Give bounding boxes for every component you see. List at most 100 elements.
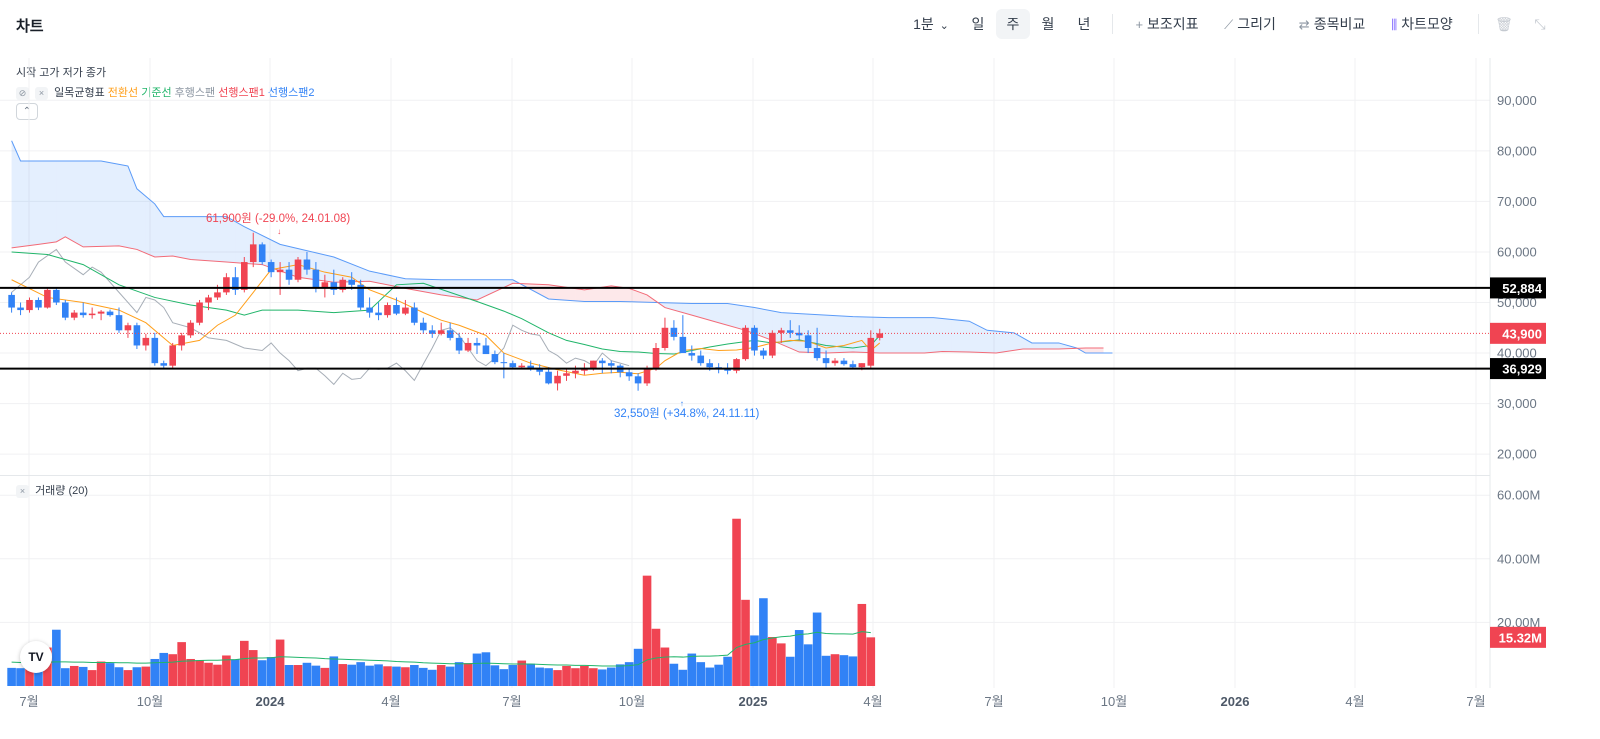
volume-bar [16, 668, 25, 686]
volume-tick-label: 60.00M [1497, 488, 1540, 503]
time-tick-label: 7월 [19, 694, 38, 709]
candle-body [249, 244, 257, 263]
cloud-segment [897, 317, 907, 354]
cloud-segment [602, 285, 612, 302]
period-tab-year[interactable]: 년 [1077, 16, 1091, 32]
close-icon[interactable]: × [16, 484, 29, 498]
cloud-segment [817, 314, 827, 354]
candle-body [804, 335, 812, 348]
volume-tick-label: 20.00M [1497, 615, 1540, 630]
candle-body [813, 347, 821, 359]
trash-icon[interactable]: 🗑 [1495, 16, 1513, 32]
volume-bar [598, 669, 607, 686]
volume-bar [284, 665, 294, 686]
cloud-segment [700, 303, 710, 321]
volume-legend-label: 거래량 (20) [35, 485, 89, 497]
volume-bar [213, 664, 222, 686]
period-tab-week[interactable]: 주 [996, 9, 1030, 39]
volume-bar [231, 659, 240, 686]
candle-body [223, 277, 230, 293]
candle-body [411, 307, 418, 323]
last-price-tag: 43,900 [1502, 326, 1542, 341]
candle-body [599, 360, 606, 364]
volume-bar [535, 667, 544, 686]
candle-body [26, 299, 33, 311]
candle-body [643, 368, 651, 384]
volume-bar [248, 650, 258, 686]
volume-bar [606, 667, 616, 686]
candle-body [697, 355, 705, 364]
candle-body [97, 311, 105, 314]
volume-bar [52, 629, 61, 686]
eye-off-icon[interactable]: ⊘ [16, 86, 29, 100]
volume-bar [410, 665, 419, 686]
volume-tick-label: 40.00M [1497, 551, 1540, 566]
cloud-segment [226, 216, 236, 263]
low-marker: ↑ [680, 399, 684, 408]
volume-bar [401, 667, 410, 686]
volume-bar [257, 660, 267, 686]
volume-bar [427, 669, 437, 686]
cloud-segment [879, 317, 889, 354]
draw-button[interactable]: ⟋ 그리기 [1218, 9, 1282, 39]
cloud-segment [101, 160, 111, 247]
volume-bar [78, 666, 88, 686]
candle-body [876, 333, 884, 338]
candle-body [760, 350, 767, 356]
cloud-segment [396, 276, 406, 289]
cloud-segment [888, 317, 898, 354]
candle-body [652, 347, 660, 369]
cloud-segment [629, 288, 639, 302]
volume-bar [580, 665, 589, 686]
volume-bar [311, 665, 321, 686]
chart-style-button[interactable]: ⫼ 차트모양 [1384, 9, 1460, 39]
time-tick-label: 7월 [502, 694, 521, 709]
volume-legend: × 거래량 (20) [16, 482, 88, 498]
candle-body [160, 363, 168, 366]
candle-body [241, 262, 248, 290]
high-annotation: 61,900원 (-29.0%, 24.01.08) [206, 211, 350, 225]
collapse-legend-button[interactable]: ⌃ [16, 103, 38, 120]
plus-icon: + [1135, 17, 1144, 32]
volume-bar [705, 667, 714, 686]
volume-bar [696, 662, 706, 686]
cloud-segment [163, 216, 173, 257]
candle-body [169, 345, 176, 366]
cloud-segment [38, 160, 48, 245]
compare-button[interactable]: ⇄ 종목비교 [1294, 9, 1370, 39]
candle-body [321, 282, 329, 288]
indicator-button[interactable]: + 보조지표 [1128, 9, 1206, 39]
candle-body [330, 282, 338, 290]
cloud-segment [145, 196, 155, 258]
candle-body [482, 345, 490, 355]
cloud-segment [584, 288, 594, 302]
close-icon[interactable]: × [35, 86, 49, 100]
volume-bar [768, 637, 777, 686]
period-tab-month[interactable]: 월 [1041, 16, 1055, 32]
time-tick-label: 7월 [984, 694, 1003, 709]
cloud-segment [835, 315, 844, 353]
grid [0, 58, 1491, 688]
cloud-segment [933, 317, 943, 353]
tradingview-logo[interactable]: TV [20, 641, 52, 673]
cloud-segment [20, 160, 30, 247]
volume-bar [759, 598, 768, 686]
candle-body [795, 332, 803, 336]
volume-bar [275, 639, 285, 686]
collapse-icon[interactable]: ⤡ [1534, 16, 1546, 32]
interval-dropdown[interactable]: 1분 ⌄ [908, 9, 954, 39]
price-tick-label: 40,000 [1497, 346, 1537, 361]
candle-body [142, 337, 150, 346]
period-tab-day[interactable]: 일 [971, 16, 985, 32]
draw-label: 그리기 [1237, 16, 1276, 32]
cloud-segment [951, 319, 961, 352]
cloud-segment [826, 315, 835, 354]
price-tick-label: 50,000 [1497, 295, 1537, 310]
cloud-segment [566, 287, 576, 301]
volume-bar [732, 518, 741, 686]
overlay: 61,900원 (-29.0%, 24.01.08) ↓ 32,550원 (+34.… [0, 211, 1490, 420]
candle-body [607, 363, 615, 366]
volume-bar [123, 670, 133, 686]
volume-bar [7, 667, 16, 686]
